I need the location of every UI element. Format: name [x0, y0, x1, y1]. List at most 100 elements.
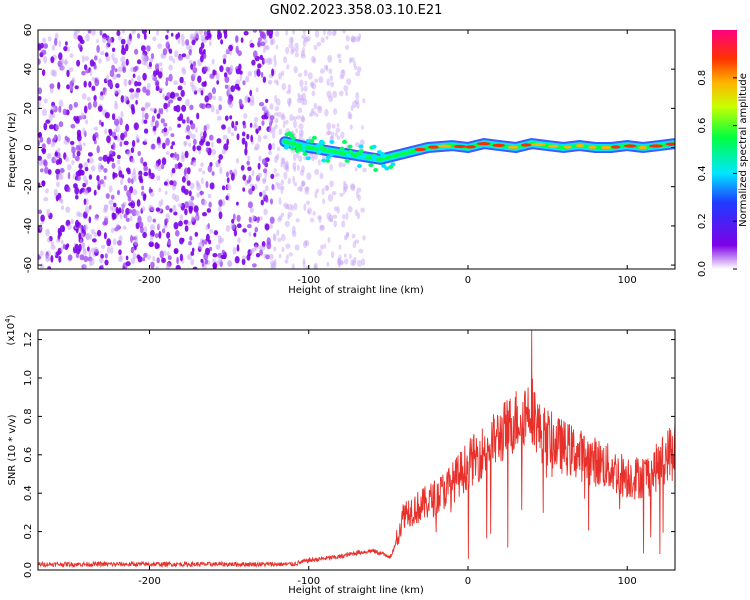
spectrogram-noise-cell — [212, 95, 216, 100]
snr-xlabel: Height of straight line (km) — [288, 585, 424, 596]
spectrogram-noise-cell — [43, 197, 49, 202]
spectrogram-noise-cell — [285, 243, 291, 249]
spectrogram-noise-cell — [185, 54, 190, 60]
spectrogram-noise-cell — [283, 171, 288, 180]
spectrogram-noise-cell — [99, 30, 103, 36]
spectrogram-noise-cell — [269, 103, 274, 110]
spectrogram-noise-cell — [341, 162, 346, 168]
spectrogram-noise-cell — [315, 113, 319, 118]
spectrogram-noise-cell — [93, 189, 97, 196]
spectrogram-noise-cell — [158, 200, 162, 208]
spectrogram-noise-cell — [251, 169, 255, 177]
spectrogram-noise-cell — [240, 37, 244, 43]
spectrogram-noise-cell — [165, 205, 170, 211]
spectrogram-noise-cell — [38, 255, 42, 260]
colorbar: 0.0 0.2 0.4 0.6 0.8 Normalized spectral ampl… — [697, 30, 749, 277]
spectrogram-noise-cell — [362, 167, 367, 173]
spectrogram-noise-cell — [106, 238, 112, 247]
spectrogram-noise-cell — [292, 120, 298, 129]
spectrogram-noise-cell — [57, 147, 61, 152]
spectrogram-noise-cell — [45, 255, 50, 262]
spectrogram-noise-cell — [56, 238, 61, 243]
colorbar-tick-label: 0.6 — [697, 118, 708, 134]
spectrogram-noise-cell — [209, 134, 214, 141]
spectrogram-noise-cell — [190, 160, 194, 166]
signal-band-core — [492, 143, 505, 147]
spectrogram-noise-cell — [188, 142, 192, 147]
spectrogram-noise-cell — [345, 35, 350, 42]
spectrogram-noise-cell — [196, 181, 200, 188]
spectrogram-noise-cell — [153, 70, 157, 77]
spectrogram-noise-cell — [184, 208, 188, 216]
spectrogram-noise-cell — [123, 95, 128, 104]
spectrogram-noise-cell — [247, 155, 251, 161]
spectrogram-noise-cell — [58, 230, 62, 237]
spectrogram-noise-cell — [249, 122, 253, 128]
spectrogram-noise-cell — [118, 35, 122, 41]
spectrogram-noise-cell — [227, 126, 231, 134]
spectrogram-noise-cell — [41, 69, 46, 76]
spectrogram-noise-cell — [288, 100, 291, 108]
spectrogram-noise-cell — [303, 69, 308, 77]
spectrogram-noise-cell — [359, 139, 365, 146]
spectrogram-noise-cell — [79, 189, 82, 195]
spectrogram-noise-cell — [142, 161, 148, 167]
spectrogram-noise-cell — [265, 98, 269, 103]
spectrogram-noise-cell — [234, 83, 240, 90]
spectrogram-noise-cell — [94, 55, 98, 61]
spectrogram-noise-cell — [256, 217, 260, 224]
spectrogram-noise-cell — [166, 231, 171, 239]
spectrogram-noise-cell — [311, 82, 317, 90]
spectrogram-noise-cell — [186, 116, 190, 124]
spectrogram-noise-cell — [247, 201, 253, 209]
spectrogram-noise-cell — [112, 47, 116, 52]
spectrogram-noise-cell — [267, 150, 273, 156]
signal-band-blob — [355, 151, 361, 156]
spectrogram-noise-cell — [54, 37, 58, 46]
spectrogram-noise-cell — [230, 173, 235, 181]
spectrogram-noise-cell — [159, 250, 164, 259]
signal-band-blob — [322, 148, 328, 153]
spectrogram-noise-cell — [87, 30, 92, 34]
spectrogram-noise-cell — [121, 61, 126, 68]
spectrogram-noise-cell — [226, 171, 229, 178]
spectrogram-noise-cell — [170, 32, 174, 37]
spectrogram-noise-cell — [329, 180, 334, 188]
spectrogram-noise-cell — [298, 123, 304, 130]
snr-ylabel: SNR (10 * v/v) — [7, 414, 18, 485]
spectrogram-noise-cell — [349, 124, 353, 130]
spectrogram-noise-cell — [184, 201, 190, 209]
spectrogram-noise-cell — [157, 71, 163, 79]
signal-band-blob — [325, 155, 331, 160]
spectrogram-noise-cell — [143, 226, 148, 234]
spectrogram-noise-cell — [163, 127, 168, 133]
spectrogram-noise-cell — [66, 84, 70, 90]
spectrogram-noise-cell — [85, 197, 89, 206]
spectrogram-noise-cell — [135, 222, 140, 230]
spectrogram-noise-cell — [263, 105, 268, 113]
spectrogram-noise-cell — [304, 80, 308, 86]
spectrogram-noise-cell — [131, 208, 137, 217]
spectrogram-noise-cell — [149, 192, 155, 197]
signal-band-blob — [325, 158, 331, 163]
spectrogram-noise-cell — [330, 251, 335, 259]
spectrogram-noise-cell — [303, 85, 308, 92]
spectrogram-noise-cell — [146, 45, 151, 52]
spectrogram-noise-cell — [259, 191, 263, 197]
spectrogram-noise-cell — [253, 124, 258, 129]
spectrogram-noise-cell — [166, 30, 170, 34]
snr-series — [38, 330, 675, 569]
spectrogram-noise-cell — [125, 217, 130, 222]
spectrogram-noise-cell — [257, 162, 261, 170]
signal-band-blob — [329, 152, 335, 157]
spectrogram-noise-cell — [246, 160, 250, 166]
spectrogram-noise-cell — [121, 203, 126, 209]
spectrogram-noise-cell — [77, 43, 81, 49]
colorbar-tick-label: 0.2 — [697, 213, 708, 229]
spectrogram-noise-cell — [141, 53, 146, 61]
spectrogram-noise-cell — [132, 66, 138, 73]
spectrogram-noise-cell — [237, 237, 241, 244]
spectrogram-noise-cell — [39, 250, 44, 257]
spectrogram-noise-cell — [299, 79, 304, 88]
spectrogram-noise-cell — [193, 138, 197, 146]
